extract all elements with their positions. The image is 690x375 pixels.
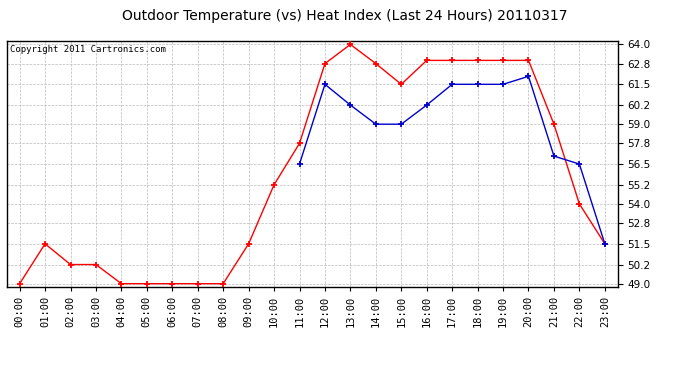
Text: Copyright 2011 Cartronics.com: Copyright 2011 Cartronics.com bbox=[10, 45, 166, 54]
Text: Outdoor Temperature (vs) Heat Index (Last 24 Hours) 20110317: Outdoor Temperature (vs) Heat Index (Las… bbox=[122, 9, 568, 23]
